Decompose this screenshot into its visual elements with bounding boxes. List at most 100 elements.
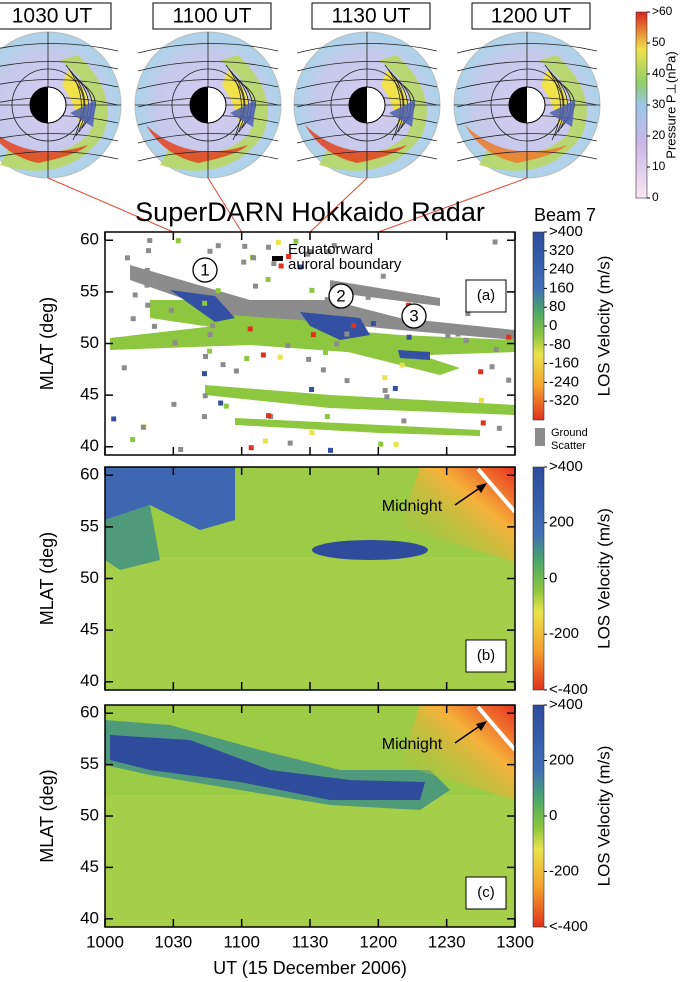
panel-label-box (465, 876, 507, 910)
echo-cell (344, 378, 350, 384)
y-tick-label: 55 (80, 516, 99, 535)
heatmap-blob (312, 540, 428, 560)
colorbar-tick-label: 200 (549, 751, 574, 768)
title-box (152, 2, 272, 30)
ground-scatter-swatch (535, 428, 545, 446)
echo-cell (233, 368, 239, 374)
y-tick-label: 45 (80, 620, 99, 639)
colorbar-tick-label: -200 (549, 625, 579, 642)
echo-cell (168, 307, 174, 313)
echo-cell (362, 316, 368, 322)
echo-cell (480, 420, 486, 426)
x-tick-label: 1000 (86, 932, 124, 951)
echo-cell (266, 413, 272, 419)
y-axis-label: MLAT (deg) (37, 297, 57, 390)
echo-cell (309, 386, 315, 392)
echo-cell (242, 243, 248, 249)
y-tick-label: 40 (80, 908, 99, 927)
echo-cell (455, 331, 461, 337)
heatmap-bg-low (105, 795, 515, 927)
echo-cell (277, 354, 283, 360)
echo-cell (493, 347, 499, 353)
annotation-circle (401, 303, 427, 329)
colorbar-tick-label: -320 (549, 392, 579, 409)
echo-cell (140, 424, 146, 430)
echo-cell (324, 297, 330, 303)
echo-region (398, 350, 430, 360)
heatmap-blob (110, 735, 425, 800)
echo-cell (401, 418, 407, 424)
heatmap-field (105, 467, 515, 690)
colorbar-tick-label: 320 (549, 242, 574, 259)
echo-cell (132, 292, 138, 298)
polar-title: 1130 UT (332, 5, 411, 28)
echo-cell (218, 400, 224, 406)
echo-cell (489, 364, 495, 370)
echo-cell (207, 348, 213, 354)
polar-pressure-peak (146, 125, 248, 163)
colorbar-tick-label: 10 (652, 159, 666, 173)
chart-title: SuperDARN Hokkaido Radar (135, 197, 485, 227)
echo-cell (351, 323, 357, 329)
echo-cell (244, 355, 250, 361)
y-axis-label: MLAT (deg) (37, 769, 57, 862)
heatmap-blob (105, 505, 160, 570)
y-axis-label: MLAT (deg) (37, 532, 57, 625)
echo-cell (171, 401, 177, 407)
radar-fov (230, 100, 256, 127)
colorbar-tick-label: 30 (652, 97, 666, 111)
echo-cell (320, 367, 326, 373)
y-tick-label: 50 (80, 333, 99, 352)
colorbar-tick-label: <-400 (549, 681, 588, 698)
colorbar-tick-label: 0 (549, 569, 557, 586)
heatmap-corner (400, 705, 515, 800)
title-box (471, 2, 591, 30)
echo-cell (271, 261, 277, 267)
echo-cell (144, 282, 150, 288)
annotation: 3 (409, 306, 418, 325)
x-tick-label: 1130 (292, 932, 329, 951)
terminator (476, 705, 515, 752)
echo-cell (241, 259, 247, 265)
echo-cell (382, 387, 388, 393)
echo-cell (202, 393, 208, 399)
colorbar-label: LOS Velocity (m/s) (594, 746, 613, 887)
colorbar-tick-label: -80 (549, 336, 571, 353)
boundary-legend-mark (272, 256, 283, 261)
echo-cell (384, 394, 390, 400)
colorbar-tick-label: 0 (652, 190, 659, 204)
colorbar (532, 466, 545, 691)
echo-cell (506, 377, 512, 383)
earth-night (30, 87, 48, 123)
colorbar-tick-label: -160 (549, 355, 579, 372)
polar-title: 1200 UT (491, 5, 572, 28)
polar-pressure-peak (0, 136, 88, 163)
echo-cell (293, 238, 299, 244)
annotation: 1 (200, 260, 209, 279)
echo-cell (251, 306, 257, 312)
colorbar-tick-label: 80 (549, 298, 566, 315)
y-tick-label: 55 (80, 281, 99, 300)
contour (384, 64, 401, 141)
colorbar-tick-label: 160 (549, 279, 574, 296)
x-tick-label: 1030 (154, 932, 192, 951)
echo-cell (215, 288, 221, 294)
colorbar-label: LOS Velocity (m/s) (594, 508, 613, 649)
echo-cell (260, 352, 266, 358)
ground-scatter-text: Ground (551, 427, 588, 439)
ground-scatter-text: Scatter (551, 440, 586, 452)
echo-cell (406, 334, 412, 340)
echo-cell (334, 341, 340, 347)
echo-cell (478, 369, 484, 375)
echo-cell (382, 375, 388, 381)
polar-pressure-peak (465, 125, 567, 163)
echo-cell (251, 255, 257, 261)
echo-cell (445, 333, 451, 339)
echo-cell (378, 441, 384, 447)
colorbar-tick-label: 0 (549, 807, 557, 824)
polar-ring-current (160, 55, 268, 171)
echo-cell (287, 440, 293, 446)
colorbar-tick-label: >400 (549, 223, 583, 240)
